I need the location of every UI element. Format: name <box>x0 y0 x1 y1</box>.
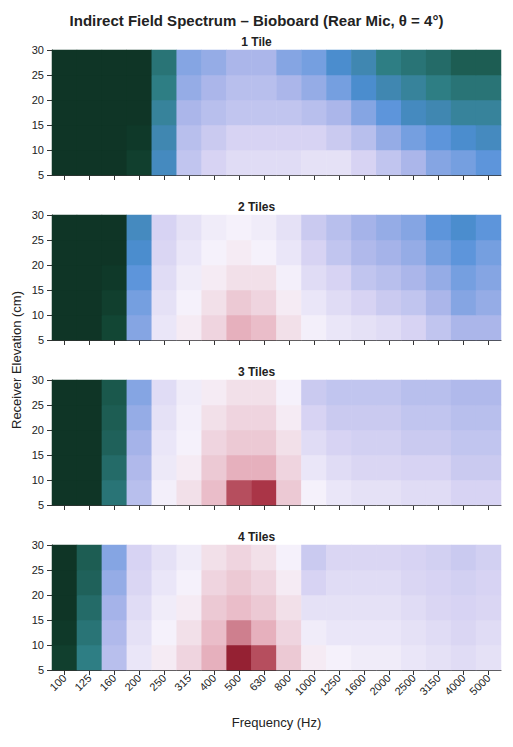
svg-text:1 Tile: 1 Tile <box>241 35 272 49</box>
svg-text:3 Tiles: 3 Tiles <box>238 365 275 379</box>
svg-text:3150: 3150 <box>417 672 443 698</box>
svg-text:250: 250 <box>147 672 168 693</box>
svg-text:160: 160 <box>97 672 118 693</box>
svg-text:15: 15 <box>32 119 44 131</box>
svg-text:25: 25 <box>32 234 44 246</box>
svg-text:10: 10 <box>32 144 44 156</box>
svg-text:5: 5 <box>38 169 44 181</box>
svg-text:5: 5 <box>38 499 44 511</box>
svg-text:4 Tiles: 4 Tiles <box>238 530 275 544</box>
svg-text:1000: 1000 <box>292 672 318 698</box>
svg-text:5: 5 <box>38 334 44 346</box>
svg-text:4000: 4000 <box>442 672 468 698</box>
svg-text:30: 30 <box>32 209 44 221</box>
svg-text:30: 30 <box>32 44 44 56</box>
svg-text:Indirect Field Spectrum – Biob: Indirect Field Spectrum – Bioboard (Rear… <box>70 12 444 29</box>
svg-text:10: 10 <box>32 474 44 486</box>
svg-text:1600: 1600 <box>342 672 368 698</box>
svg-text:20: 20 <box>32 259 44 271</box>
svg-text:25: 25 <box>32 564 44 576</box>
svg-text:100: 100 <box>47 672 68 693</box>
svg-text:15: 15 <box>32 284 44 296</box>
svg-text:800: 800 <box>272 672 293 693</box>
svg-text:5000: 5000 <box>467 672 493 698</box>
svg-text:2000: 2000 <box>367 672 393 698</box>
svg-text:125: 125 <box>72 672 93 693</box>
svg-text:30: 30 <box>32 539 44 551</box>
svg-text:20: 20 <box>32 94 44 106</box>
svg-text:25: 25 <box>32 399 44 411</box>
svg-text:10: 10 <box>32 639 44 651</box>
svg-text:500: 500 <box>222 672 243 693</box>
svg-text:630: 630 <box>247 672 268 693</box>
svg-text:2 Tiles: 2 Tiles <box>238 200 275 214</box>
svg-text:5: 5 <box>38 664 44 676</box>
svg-text:20: 20 <box>32 424 44 436</box>
svg-text:20: 20 <box>32 589 44 601</box>
svg-text:10: 10 <box>32 309 44 321</box>
svg-text:Receiver Elevation (cm): Receiver Elevation (cm) <box>9 291 24 429</box>
svg-text:400: 400 <box>197 672 218 693</box>
svg-text:1250: 1250 <box>317 672 343 698</box>
svg-text:315: 315 <box>172 672 193 693</box>
svg-text:25: 25 <box>32 69 44 81</box>
svg-text:2500: 2500 <box>392 672 418 698</box>
svg-text:30: 30 <box>32 374 44 386</box>
svg-text:15: 15 <box>32 614 44 626</box>
svg-text:15: 15 <box>32 449 44 461</box>
svg-text:Frequency (Hz): Frequency (Hz) <box>232 715 322 730</box>
svg-text:200: 200 <box>122 672 143 693</box>
